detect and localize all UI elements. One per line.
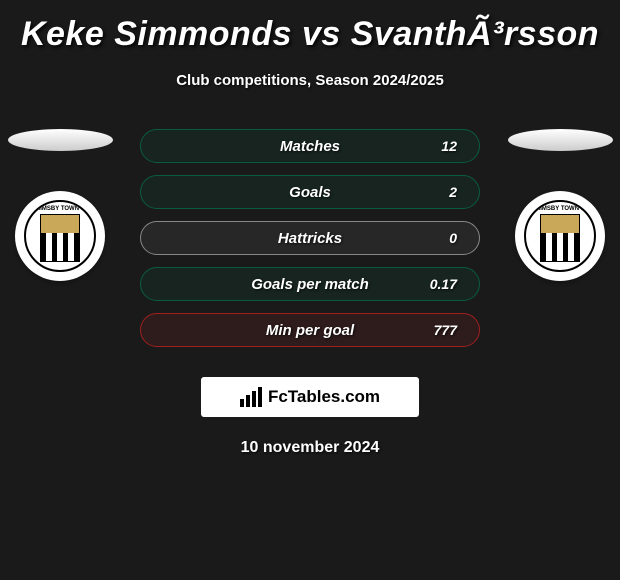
footer-brand-box[interactable]: FcTables.com xyxy=(201,377,419,417)
club-badge-right: GRIMSBY TOWN FC xyxy=(515,191,605,281)
stat-bar: Matches 12 xyxy=(140,129,480,163)
footer-brand-text: FcTables.com xyxy=(268,387,380,407)
stat-right-value: 0 xyxy=(427,230,457,246)
main-container: Keke Simmonds vs SvanthÃ³rsson Club comp… xyxy=(0,0,620,467)
main-area: GRIMSBY TOWN FC Matches 12 Goals 2 Hattricks… xyxy=(0,129,620,359)
stat-right-value: 2 xyxy=(427,184,457,200)
stat-right-value: 12 xyxy=(427,138,457,154)
club-badge-left: GRIMSBY TOWN FC xyxy=(15,191,105,281)
badge-stripes-left xyxy=(41,233,79,261)
stat-right-value: 777 xyxy=(427,322,457,338)
stats-column: Matches 12 Goals 2 Hattricks 0 Goals per match… xyxy=(115,129,505,359)
footer-logo: FcTables.com xyxy=(240,387,380,407)
page-subtitle: Club competitions, Season 2024/2025 xyxy=(0,72,620,89)
stat-bar: Goals per match 0.17 xyxy=(140,267,480,301)
stat-bar: Hattricks 0 xyxy=(140,221,480,255)
stat-label: Goals per match xyxy=(251,276,369,293)
player-placeholder-right xyxy=(508,129,613,151)
left-column: GRIMSBY TOWN FC xyxy=(5,129,115,281)
stat-bar: Min per goal 777 xyxy=(140,313,480,347)
badge-shield-right xyxy=(540,214,580,262)
badge-top-left xyxy=(41,215,79,233)
page-title: Keke Simmonds vs SvanthÃ³rsson xyxy=(0,15,620,54)
club-badge-inner-right: GRIMSBY TOWN FC xyxy=(524,200,596,272)
club-badge-inner-left: GRIMSBY TOWN FC xyxy=(24,200,96,272)
badge-top-right xyxy=(541,215,579,233)
right-column: GRIMSBY TOWN FC xyxy=(505,129,615,281)
stat-label: Goals xyxy=(289,184,331,201)
stat-label: Hattricks xyxy=(278,230,342,247)
badge-stripes-right xyxy=(541,233,579,261)
player-placeholder-left xyxy=(8,129,113,151)
badge-text-left: GRIMSBY TOWN FC xyxy=(26,206,94,212)
stat-bar: Goals 2 xyxy=(140,175,480,209)
chart-icon xyxy=(240,387,262,407)
date-text: 10 november 2024 xyxy=(0,439,620,457)
stat-label: Matches xyxy=(280,138,340,155)
stat-right-value: 0.17 xyxy=(427,276,457,292)
badge-shield-left xyxy=(40,214,80,262)
stat-label: Min per goal xyxy=(266,322,354,339)
badge-text-right: GRIMSBY TOWN FC xyxy=(526,206,594,212)
